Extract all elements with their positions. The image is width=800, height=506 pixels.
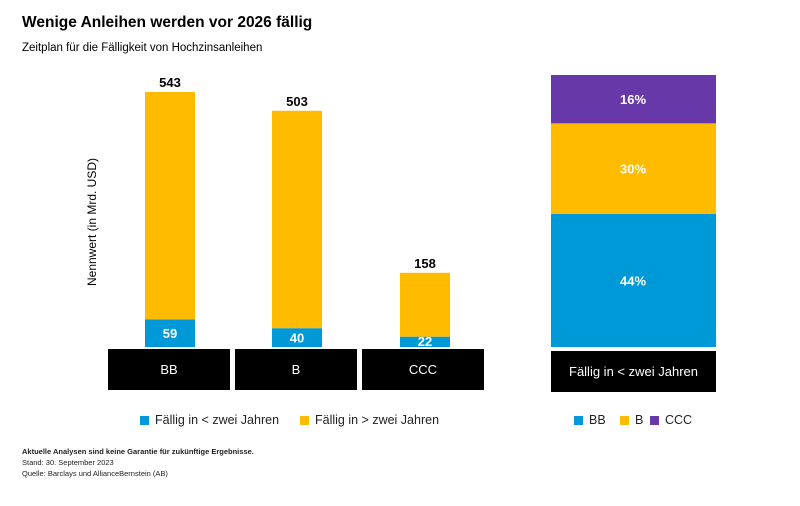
total-label: 503 — [286, 94, 308, 109]
legend-label: BB — [589, 413, 606, 427]
share-label: 44% — [620, 274, 646, 289]
bar-bb-seg1 — [145, 92, 195, 320]
data-label: 59 — [163, 326, 177, 341]
category-label-b: B — [235, 349, 357, 390]
category-label-right: Fällig in < zwei Jahren — [551, 351, 716, 392]
bar-b-seg0 — [272, 328, 322, 347]
legend-item-b: B — [620, 413, 643, 427]
legend-swatch — [140, 415, 149, 425]
legend-label: Fällig in < zwei Jahren — [155, 413, 280, 427]
chart-title: Wenige Anleihen werden vor 2026 fällig — [22, 14, 313, 31]
legend-label: CCC — [665, 413, 693, 427]
category-label-bb: BB — [108, 349, 230, 390]
legend-swatch — [650, 415, 659, 425]
share-segment-b — [551, 123, 716, 215]
category-label-ccc: CCC — [362, 349, 484, 390]
legend-item-bb: BB — [574, 413, 606, 427]
data-label: 40 — [290, 331, 304, 346]
legend-item-long: Fällig in > zwei Jahren — [300, 413, 439, 427]
bar-ccc-seg1 — [400, 272, 450, 337]
data-label: 22 — [418, 334, 432, 349]
bar-bb-seg0 — [145, 319, 195, 347]
chart-subtitle: Zeitplan für die Fälligkeit von Hochzins… — [22, 42, 263, 54]
legend-swatch — [300, 415, 309, 425]
legend-label: Fällig in > zwei Jahren — [315, 413, 440, 427]
share-segment-bb — [551, 214, 716, 347]
chart-canvas: 59 543 40 503 22 158 44% 30% 16% — [145, 75, 716, 349]
legend-label: B — [635, 413, 644, 427]
share-label: 16% — [620, 92, 646, 107]
share-label: 30% — [620, 162, 646, 177]
footer-disclaimer: Aktuelle Analysen sind keine Garantie fü… — [22, 447, 254, 456]
bar-b-seg1 — [272, 110, 322, 329]
bar-ccc-seg0 — [400, 336, 450, 347]
total-label: 158 — [414, 256, 436, 271]
legend-swatch — [574, 415, 583, 425]
footer-date: Stand: 30. September 2023 — [22, 458, 114, 467]
footer-source: Quelle: Barclays und AllianceBernstein (… — [22, 469, 168, 478]
legend-item-ccc: CCC — [650, 413, 692, 427]
share-segment-ccc — [551, 75, 716, 124]
total-label: 543 — [159, 75, 181, 90]
legend-item-short: Fällig in < zwei Jahren — [140, 413, 279, 427]
legend-swatch — [620, 415, 629, 425]
